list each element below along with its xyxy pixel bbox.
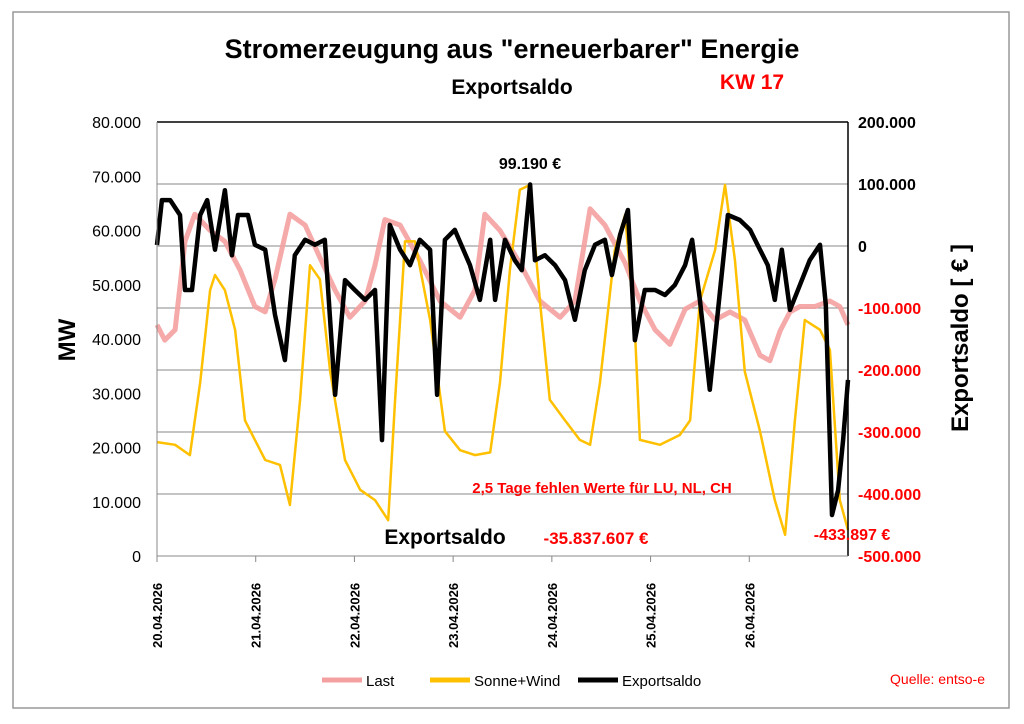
week-label: KW 17 (720, 71, 784, 94)
annotation-missing: 2,5 Tage fehlen Werte für LU, NL, CH (472, 480, 731, 497)
x-axis-ticks: 20.04.2026 21.04.2026 22.04.2026 23.04.2026… (150, 556, 757, 648)
y-tick-label: 50.000 (92, 278, 141, 295)
y2-tick-label: -500.000 (858, 549, 921, 566)
chart-frame (12, 11, 1010, 709)
y2-tick-label: -400.000 (858, 487, 921, 504)
series-line-sonne-wind (156, 183, 850, 537)
y-tick-label: 80.000 (92, 115, 141, 132)
annotation-total-value: -35.837.607 € (544, 529, 649, 548)
y2-tick-label: -300.000 (858, 425, 921, 442)
y-tick-label: 30.000 (92, 386, 141, 403)
y-tick-label: 60.000 (92, 224, 141, 241)
y-axis-label: MW (54, 318, 81, 361)
x-tick-label: 23.04.2026 (446, 583, 461, 648)
x-tick-label: 25.04.2026 (644, 583, 659, 648)
y2-tick-label: -100.000 (858, 301, 921, 318)
y2-tick-label: 100.000 (858, 177, 916, 194)
legend-label: Exportsaldo (622, 673, 701, 690)
legend-label: Last (366, 673, 395, 690)
source-label: Quelle: entso-e (890, 671, 985, 687)
annotation-min: -433.897 € (814, 527, 891, 544)
legend-label: Sonne+Wind (474, 673, 560, 690)
chart-title: Stromerzeugung aus "erneuerbarer" Energi… (225, 34, 800, 64)
series-lines (154, 182, 851, 537)
y-tick-label: 20.000 (92, 441, 141, 458)
y2-tick-label: 200.000 (858, 115, 916, 132)
x-tick-label: 26.04.2026 (742, 583, 757, 648)
annotation-max: 99.190 € (499, 156, 561, 173)
series-line-exportsaldo (154, 182, 851, 518)
y-tick-label: 40.000 (92, 332, 141, 349)
series-line-last (154, 206, 851, 364)
y-tick-label: 0 (132, 549, 141, 566)
x-tick-label: 20.04.2026 (150, 583, 165, 648)
y-tick-label: 70.000 (92, 169, 141, 186)
annotation-total-label: Exportsaldo (384, 526, 505, 549)
x-tick-label: 24.04.2026 (545, 583, 560, 648)
y-tick-label: 10.000 (92, 495, 141, 512)
y2-tick-label: 0 (858, 239, 867, 256)
y2-tick-label: -200.000 (858, 363, 921, 380)
chart-subtitle: Exportsaldo (451, 76, 572, 99)
x-tick-label: 21.04.2026 (249, 583, 264, 648)
x-tick-label: 22.04.2026 (347, 583, 362, 648)
y-axis-ticks: 0 10.000 20.000 30.000 40.000 50.000 60.000 70.… (92, 115, 141, 566)
legend: Last Sonne+Wind Exportsaldo (322, 673, 701, 690)
y2-axis-ticks: -500.000 -400.000 -300.000 -200.000 -100.000… (858, 115, 921, 566)
y2-axis-label: Exportsaldo [ € ] (947, 244, 974, 432)
